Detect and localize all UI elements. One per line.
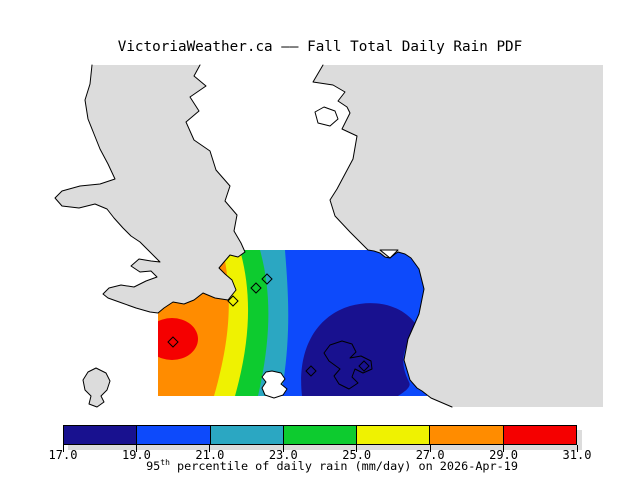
- station-marker: [358, 360, 370, 372]
- colorbar-tick: [429, 445, 431, 452]
- colorbar-tick: [135, 445, 137, 452]
- station-marker: [250, 282, 262, 294]
- colorbar-tick: [62, 445, 64, 452]
- colorbar-segment-5: [430, 426, 504, 444]
- colorbar-tick-label: 21.0: [195, 448, 225, 462]
- coastline-saanich-inlet: [54, 64, 246, 314]
- colorbar-tick-label: 29.0: [489, 448, 519, 462]
- station-markers-group: [167, 273, 370, 377]
- colorbar-segment-4: [357, 426, 431, 444]
- land-notch-gordon-head: [379, 249, 399, 259]
- colorbar-segment-1: [137, 426, 211, 444]
- station-marker: [227, 295, 239, 307]
- colorbar-tick-label: 25.0: [342, 448, 372, 462]
- water-saanich-inlet: [55, 65, 245, 313]
- colorbar-tick: [503, 445, 505, 452]
- colorbar-tick-label: 19.0: [121, 448, 151, 462]
- colorbar-tick: [282, 445, 284, 452]
- station-marker: [261, 273, 273, 285]
- station-marker: [305, 365, 317, 377]
- colorbar-tick-label: 17.0: [48, 448, 78, 462]
- colorbar-segment-6: [503, 426, 576, 444]
- caption-prefix: 95: [146, 459, 161, 473]
- lake-outline-victoria: [323, 340, 373, 390]
- colorbar-tick-label: 31.0: [562, 448, 592, 462]
- colorbar-tick: [209, 445, 211, 452]
- colorbar-tick: [576, 445, 578, 452]
- colorbar-segment-0: [64, 426, 138, 444]
- water-sooke-basin: [82, 367, 111, 408]
- colorbar-tick-label: 23.0: [268, 448, 298, 462]
- colorbar-caption: 95th percentile of daily rain (mm/day) o…: [12, 459, 640, 473]
- colorbar-segment-2: [210, 426, 284, 444]
- contour-core-red-maximum: [158, 318, 198, 360]
- caption-superscript: th: [160, 458, 170, 468]
- lake-esquimalt-lagoon: [261, 370, 288, 399]
- contour-core-navy-minimum: [301, 303, 419, 396]
- colorbar-segment-3: [283, 426, 358, 444]
- colorbar: [63, 425, 577, 445]
- station-marker: [167, 336, 179, 348]
- water-haro-strait: [313, 65, 603, 407]
- caption-rest: percentile of daily rain (mm/day) on 202…: [169, 459, 518, 473]
- plot-title: VictoriaWeather.ca —— Fall Total Daily R…: [117, 39, 523, 55]
- colorbar-tick: [356, 445, 358, 452]
- colorbar-tick-label: 27.0: [415, 448, 445, 462]
- island-sidney: [314, 106, 339, 127]
- coastline-peninsula-east: [312, 64, 453, 408]
- contour-field: [158, 250, 427, 396]
